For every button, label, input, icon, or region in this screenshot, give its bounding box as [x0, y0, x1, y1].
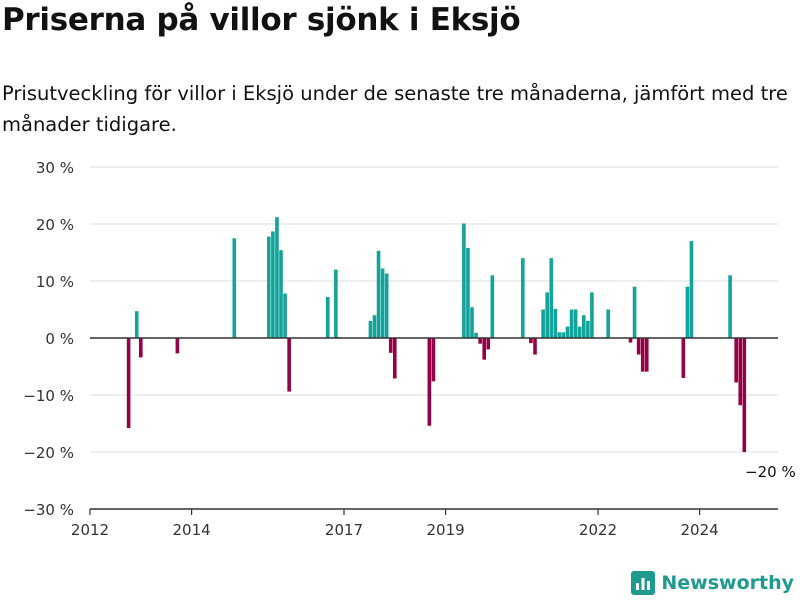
bar-27: [482, 338, 487, 360]
bar-22: [462, 223, 466, 338]
y-tick-label: −30 %: [23, 501, 74, 519]
chart-subtitle: Prisutveckling för villor i Eksjö under …: [2, 82, 788, 136]
bar-23: [466, 247, 470, 338]
tick-labels: 30 % 20 % 10 % 0 % −10 % −20 % −30 % 2012 2014 20…: [23, 159, 795, 539]
y-tick-label: −20 %: [23, 444, 74, 462]
bar-49: [636, 338, 641, 355]
x-tick-label: 2014: [173, 521, 211, 539]
bar-2: [139, 338, 143, 358]
bar-38: [561, 332, 566, 338]
y-tick-label: 30 %: [36, 159, 74, 177]
bar-24: [470, 307, 474, 338]
y-tick-label: 20 %: [36, 216, 74, 234]
bar-39: [565, 326, 570, 338]
bar-17: [384, 273, 389, 338]
bar-20: [427, 338, 432, 426]
bar-13: [368, 320, 373, 338]
bar-58: [742, 338, 747, 452]
bar-40: [569, 309, 574, 338]
bar-25: [474, 332, 478, 338]
bar-0: [126, 338, 131, 429]
x-tick-label: 2012: [71, 521, 109, 539]
bar-37: [557, 332, 562, 338]
bar-1: [134, 311, 139, 338]
bar-43: [581, 315, 586, 338]
bar-36: [553, 308, 558, 338]
bar-41: [573, 309, 578, 338]
x-tick-label: 2022: [579, 521, 617, 539]
bar-19: [393, 338, 397, 379]
bar-12: [334, 269, 338, 338]
bar-10: [287, 338, 291, 392]
bar-50: [640, 338, 645, 372]
y-tick-label: 10 %: [36, 273, 74, 291]
brand-logo[interactable]: Newsworthy: [631, 571, 794, 595]
bar-chart-logo-icon: [631, 571, 656, 595]
bar-18: [388, 338, 393, 353]
bar-51: [644, 338, 649, 372]
brand-name: Newsworthy: [661, 572, 794, 594]
x-tick-label: 2019: [427, 521, 465, 539]
y-tick-label: −10 %: [23, 387, 74, 405]
annotation-label: −20 %: [745, 463, 796, 481]
bars: [126, 217, 747, 452]
x-tick-label: 2017: [325, 521, 363, 539]
x-tick-label: 2024: [681, 521, 719, 539]
bar-46: [606, 309, 610, 338]
bar-6: [271, 231, 275, 338]
bar-35: [549, 258, 554, 338]
bar-7: [275, 217, 279, 338]
bar-5: [267, 236, 271, 338]
bar-44: [586, 320, 590, 338]
chart-title: Priserna på villor sjönk i Eksjö: [2, 2, 521, 38]
bar-28: [486, 338, 491, 350]
bar-30: [521, 258, 525, 338]
bar-42: [577, 326, 582, 338]
bar-11: [325, 296, 330, 338]
axes: [89, 337, 778, 515]
bar-14: [372, 315, 377, 338]
gridlines: [90, 166, 778, 453]
bar-53: [685, 286, 690, 338]
bar-48: [632, 286, 637, 338]
bar-54: [689, 241, 694, 338]
y-tick-label: 0 %: [45, 330, 74, 348]
bar-47: [628, 338, 633, 343]
bar-29: [490, 275, 495, 338]
bar-32: [533, 338, 537, 355]
bar-16: [380, 268, 385, 338]
bar-55: [728, 275, 732, 338]
bar-31: [529, 338, 533, 344]
bar-26: [478, 338, 482, 344]
bar-21: [431, 338, 436, 382]
bar-chart: 30 % 20 % 10 % 0 % −10 % −20 % −30 % 2012 2014 20…: [23, 159, 795, 539]
bar-9: [283, 293, 287, 338]
bar-45: [590, 292, 594, 338]
bar-8: [279, 250, 283, 338]
bar-4: [232, 238, 237, 338]
bar-3: [175, 338, 180, 354]
bar-33: [541, 309, 545, 338]
bar-34: [545, 292, 549, 338]
bar-15: [376, 250, 381, 338]
bar-56: [734, 338, 738, 383]
bar-57: [738, 338, 743, 406]
bar-52: [681, 338, 686, 378]
